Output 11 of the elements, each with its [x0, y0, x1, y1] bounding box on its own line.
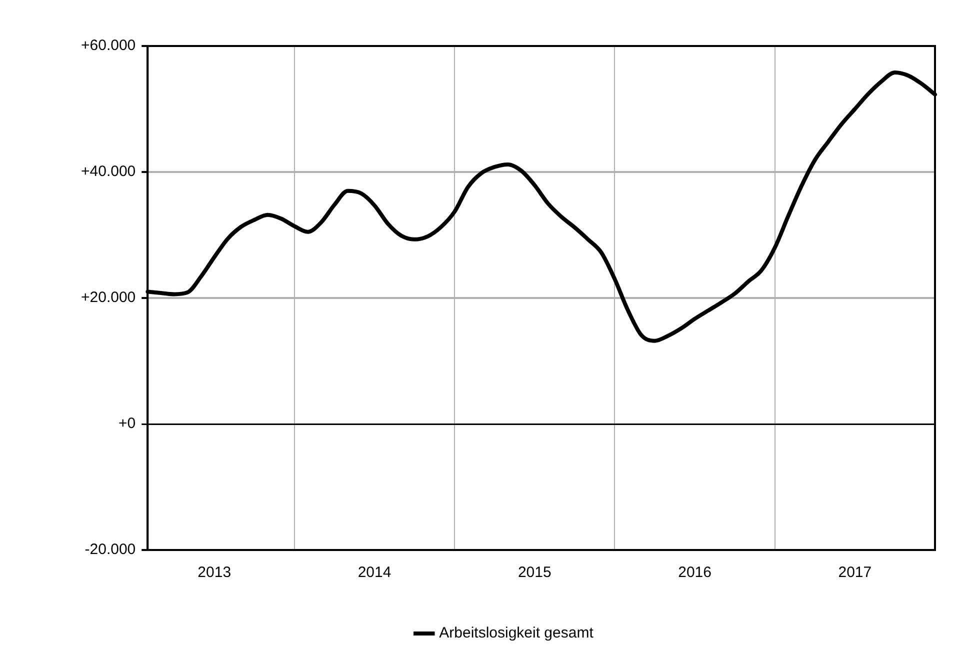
- y-tick-label: +0: [118, 415, 136, 432]
- x-tick-label: 2015: [518, 564, 552, 582]
- y-tick-label: +60.000: [81, 37, 136, 54]
- x-tick-label: 2016: [678, 564, 712, 582]
- legend-label: Arbeitslosigkeit gesamt: [439, 624, 594, 642]
- y-tick-label: -20.000: [84, 541, 136, 558]
- x-tick-label: 2014: [358, 564, 392, 582]
- x-tick-label: 2017: [838, 564, 872, 582]
- y-tick-label: +40.000: [81, 163, 136, 180]
- x-tick-label: 2013: [198, 564, 232, 582]
- y-tick-label: +20.000: [81, 289, 136, 306]
